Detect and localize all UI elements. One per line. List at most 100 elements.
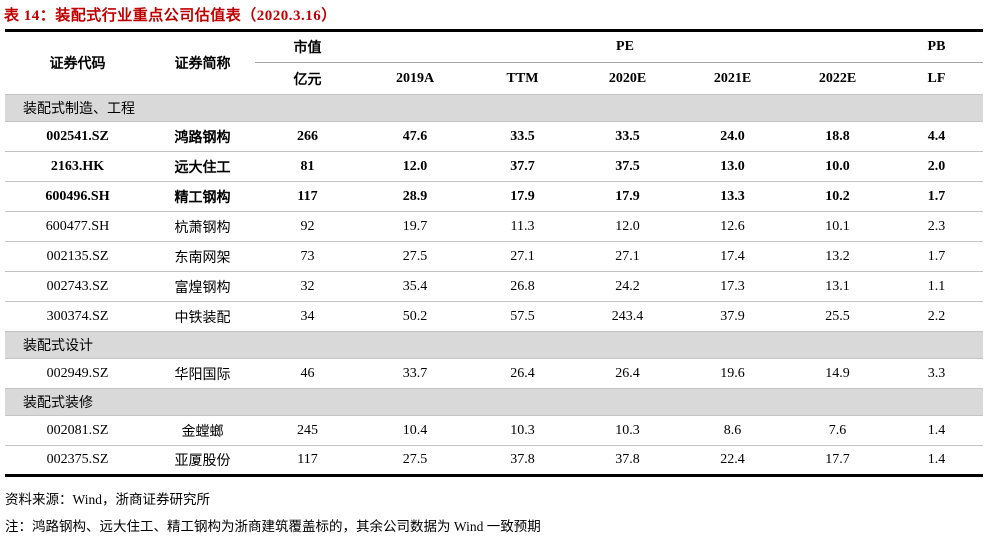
col-group-pe: PE — [360, 30, 890, 63]
value-cell: 19.6 — [680, 358, 785, 389]
value-cell: 17.7 — [785, 445, 890, 476]
table-row: 300374.SZ 中铁装配 34 50.2 57.5 243.4 37.9 25.5 2.2 — [5, 301, 983, 332]
stock-name-cell: 华阳国际 — [150, 358, 255, 389]
coverage-note: 注：鸿路钢构、远大住工、精工钢构为浙商建筑覆盖标的，其余公司数据为 Wind 一… — [5, 519, 541, 534]
value-cell: 24.2 — [575, 271, 680, 302]
col-header-cap-unit: 亿元 — [255, 62, 360, 95]
col-header-market-cap: 市值 — [255, 30, 360, 63]
value-cell: 266 — [255, 121, 360, 152]
section-label: 装配式装修 — [5, 388, 983, 416]
value-cell: 26.4 — [470, 358, 575, 389]
section-label: 装配式制造、工程 — [5, 94, 983, 122]
col-header-pe-2022e: 2022E — [785, 62, 890, 95]
table-row: 2163.HK 远大住工 81 12.0 37.7 37.5 13.0 10.0 2.0 — [5, 151, 983, 182]
value-cell: 81 — [255, 151, 360, 182]
value-cell: 57.5 — [470, 301, 575, 332]
value-cell: 26.4 — [575, 358, 680, 389]
value-cell: 34 — [255, 301, 360, 332]
value-cell: 17.3 — [680, 271, 785, 302]
col-header-pb-lf: LF — [890, 62, 983, 95]
value-cell: 10.1 — [785, 211, 890, 242]
table-row: 600496.SH 精工钢构 117 28.9 17.9 17.9 13.3 10.2 1.7 — [5, 181, 983, 212]
col-header-stock-name: 证券简称 — [174, 57, 231, 72]
table-row: 002743.SZ 富煌钢构 32 35.4 26.8 24.2 17.3 13.1 1.1 — [5, 271, 983, 302]
value-cell: 11.3 — [470, 211, 575, 242]
value-cell: 22.4 — [680, 445, 785, 476]
value-cell: 12.0 — [575, 211, 680, 242]
stock-code-cell: 002949.SZ — [5, 358, 150, 389]
stock-code-cell: 002743.SZ — [5, 271, 150, 302]
value-cell: 10.3 — [575, 415, 680, 446]
value-cell: 37.9 — [680, 301, 785, 332]
value-cell: 50.2 — [360, 301, 470, 332]
source-note: 资料来源：Wind，浙商证券研究所 — [5, 492, 210, 507]
value-cell: 1.4 — [890, 415, 983, 446]
value-cell: 3.3 — [890, 358, 983, 389]
value-cell: 2.0 — [890, 151, 983, 182]
value-cell: 1.4 — [890, 445, 983, 476]
value-cell: 14.9 — [785, 358, 890, 389]
value-cell: 18.8 — [785, 121, 890, 152]
table-header: 证券代码 证券简称 市值 PE PB 亿元 2019A TTM 2020E 20… — [5, 30, 983, 95]
value-cell: 10.0 — [785, 151, 890, 182]
value-cell: 1.7 — [890, 181, 983, 212]
stock-code-cell: 002375.SZ — [5, 445, 150, 476]
stock-name-cell: 远大住工 — [150, 151, 255, 182]
stock-name-cell: 金螳螂 — [150, 415, 255, 446]
value-cell: 13.2 — [785, 241, 890, 272]
col-header-pe-2019a: 2019A — [360, 62, 470, 95]
value-cell: 7.6 — [785, 415, 890, 446]
value-cell: 117 — [255, 181, 360, 212]
value-cell: 92 — [255, 211, 360, 242]
table-row: 002135.SZ 东南网架 73 27.5 27.1 27.1 17.4 13.2 1.7 — [5, 241, 983, 272]
value-cell: 27.5 — [360, 241, 470, 272]
table-row: 002081.SZ 金螳螂 245 10.4 10.3 10.3 8.6 7.6 1.4 — [5, 415, 983, 446]
stock-name-cell: 鸿路钢构 — [150, 121, 255, 152]
value-cell: 10.4 — [360, 415, 470, 446]
col-header-stock-code: 证券代码 — [49, 57, 106, 72]
stock-name-cell: 富煌钢构 — [150, 271, 255, 302]
value-cell: 47.6 — [360, 121, 470, 152]
table-row: 002541.SZ 鸿路钢构 266 47.6 33.5 33.5 24.0 18.8 4.4 — [5, 121, 983, 152]
section-label: 装配式设计 — [5, 331, 983, 359]
value-cell: 37.7 — [470, 151, 575, 182]
stock-name-cell: 中铁装配 — [150, 301, 255, 332]
value-cell: 73 — [255, 241, 360, 272]
value-cell: 28.9 — [360, 181, 470, 212]
value-cell: 10.3 — [470, 415, 575, 446]
value-cell: 1.1 — [890, 271, 983, 302]
value-cell: 33.7 — [360, 358, 470, 389]
value-cell: 12.6 — [680, 211, 785, 242]
value-cell: 27.5 — [360, 445, 470, 476]
header-row-groups: 证券代码 证券简称 市值 PE PB — [5, 30, 983, 72]
value-cell: 17.4 — [680, 241, 785, 272]
valuation-table: 证券代码 证券简称 市值 PE PB 亿元 2019A TTM 2020E 20… — [5, 29, 983, 477]
table-title: 表 14：装配式行业重点公司估值表（2020.3.16） — [4, 8, 337, 24]
value-cell: 2.2 — [890, 301, 983, 332]
value-cell: 8.6 — [680, 415, 785, 446]
value-cell: 17.9 — [575, 181, 680, 212]
table-row: 002949.SZ 华阳国际 46 33.7 26.4 26.4 19.6 14.9 3.3 — [5, 358, 983, 389]
value-cell: 33.5 — [470, 121, 575, 152]
stock-code-cell: 002541.SZ — [5, 121, 150, 152]
value-cell: 2.3 — [890, 211, 983, 242]
value-cell: 27.1 — [470, 241, 575, 272]
col-group-pb: PB — [890, 30, 983, 63]
value-cell: 33.5 — [575, 121, 680, 152]
stock-name-cell: 亚厦股份 — [150, 445, 255, 476]
stock-code-cell: 2163.HK — [5, 151, 150, 182]
table-body: 装配式制造、工程 002541.SZ 鸿路钢构 266 47.6 33.5 33.5 24.0… — [5, 94, 983, 476]
table-row: 600477.SH 杭萧钢构 92 19.7 11.3 12.0 12.6 10.1 2.3 — [5, 211, 983, 242]
stock-name-cell: 杭萧钢构 — [150, 211, 255, 242]
value-cell: 245 — [255, 415, 360, 446]
col-header-pe-2020e: 2020E — [575, 62, 680, 95]
value-cell: 19.7 — [360, 211, 470, 242]
value-cell: 27.1 — [575, 241, 680, 272]
value-cell: 13.1 — [785, 271, 890, 302]
value-cell: 25.5 — [785, 301, 890, 332]
value-cell: 37.8 — [470, 445, 575, 476]
col-header-pe-ttm: TTM — [470, 62, 575, 95]
value-cell: 243.4 — [575, 301, 680, 332]
stock-code-cell: 600496.SH — [5, 181, 150, 212]
